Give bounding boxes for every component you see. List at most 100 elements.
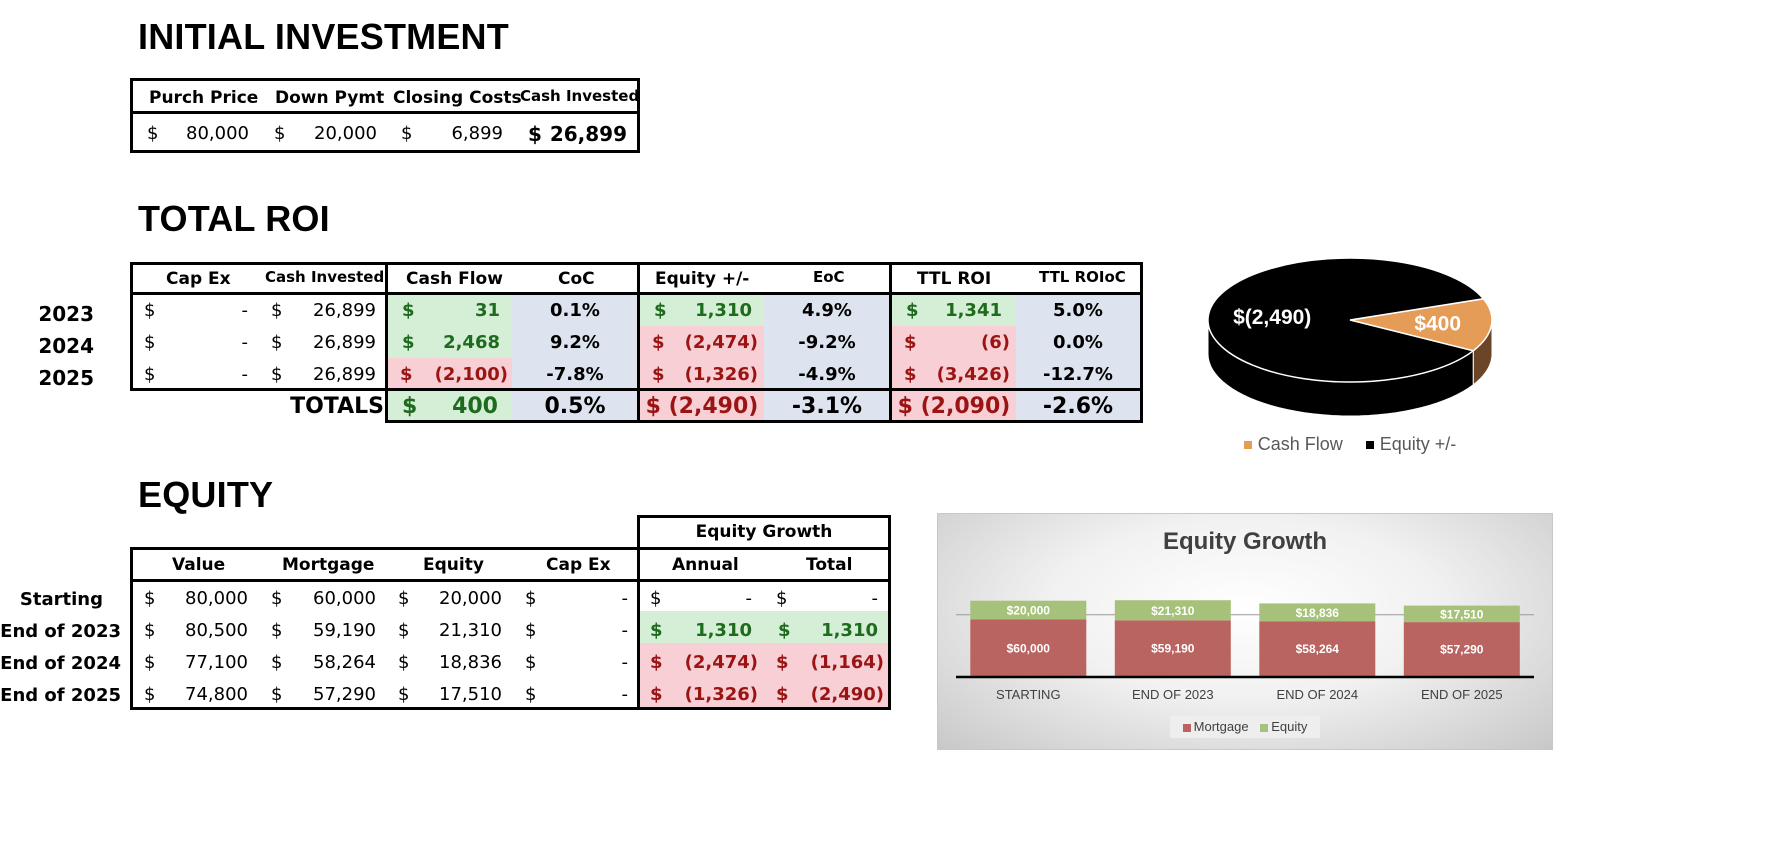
x-tick-label: STARTING bbox=[996, 687, 1061, 702]
bar-data-label: $58,264 bbox=[1296, 642, 1340, 656]
currency: $ bbox=[398, 620, 410, 641]
currency: $ bbox=[144, 620, 156, 641]
bar-legend: Mortgage Equity bbox=[1170, 716, 1320, 738]
equity: 18,836 bbox=[439, 652, 502, 673]
total-roi-heading: TOTAL ROI bbox=[138, 198, 330, 239]
currency: $ bbox=[525, 588, 537, 609]
coc-value: 9.2% bbox=[550, 332, 600, 353]
equity-row-label-2023: End of 2023 bbox=[0, 621, 121, 642]
currency: $ bbox=[525, 684, 537, 705]
currency: $ bbox=[402, 394, 418, 419]
bar-mortgage-3 bbox=[1403, 622, 1520, 676]
totals-eoc: -3.1% bbox=[791, 394, 863, 419]
ttl-roioc-value: -12.7% bbox=[1043, 364, 1113, 385]
legend-label: Equity bbox=[1271, 719, 1308, 734]
roi-header-ttl-roioc: TTL ROIoC bbox=[1039, 268, 1126, 286]
mortgage: 57,290 bbox=[313, 684, 376, 705]
capex-value: - bbox=[241, 364, 249, 385]
annual: 1,310 bbox=[695, 620, 752, 641]
currency: $ bbox=[398, 588, 410, 609]
bar-data-label: $17,510 bbox=[1440, 607, 1484, 621]
roi-row-2025: $ - $ 26,899 $ (2,100) -7.8% $ (1,326) -… bbox=[130, 366, 1140, 386]
header-closing-costs: Closing Costs bbox=[393, 88, 522, 108]
bar-mortgage-1 bbox=[1114, 620, 1231, 676]
bar-equity-3 bbox=[1403, 605, 1520, 623]
ttl-roi-value: (6) bbox=[981, 332, 1010, 353]
roi-header-eoc: EoC bbox=[813, 268, 845, 286]
coc-value: -7.8% bbox=[546, 364, 604, 385]
bar-data-label: $21,310 bbox=[1151, 604, 1195, 618]
capex: - bbox=[621, 652, 629, 673]
value: 74,800 bbox=[185, 684, 248, 705]
legend-swatch bbox=[1182, 723, 1191, 732]
roi-header-coc: CoC bbox=[558, 269, 595, 289]
currency: $ bbox=[778, 620, 791, 641]
ttl-roioc-value: 0.0% bbox=[1053, 332, 1103, 353]
eoc-value: 4.9% bbox=[802, 300, 852, 321]
closing-costs-currency: $ bbox=[401, 123, 413, 144]
cash-invested-value: 26,899 bbox=[549, 122, 627, 146]
roi-header-equity: Equity +/- bbox=[655, 269, 750, 289]
capex-value: - bbox=[241, 300, 249, 321]
equity-value: (1,326) bbox=[684, 364, 758, 385]
purch-price-currency: $ bbox=[147, 123, 159, 144]
chart-title: Equity Growth bbox=[1163, 528, 1327, 555]
pie-chart-svg: $400 $(2,490) bbox=[1207, 257, 1493, 417]
currency: $ bbox=[144, 332, 156, 353]
equity-row-2024: $ 77,100 $ 58,264 $ 18,836 $ - $ (2,474)… bbox=[130, 654, 888, 674]
currency: $ bbox=[271, 588, 283, 609]
annual: (2,474) bbox=[684, 652, 758, 673]
value: 80,000 bbox=[185, 588, 248, 609]
capex: - bbox=[621, 588, 629, 609]
equity-header-annual: Annual bbox=[672, 555, 739, 575]
annual: - bbox=[745, 588, 753, 609]
totals-label: TOTALS bbox=[290, 394, 384, 419]
currency: $ bbox=[650, 588, 662, 609]
mortgage: 60,000 bbox=[313, 588, 376, 609]
legend-item-equity: Equity +/- bbox=[1365, 434, 1456, 454]
currency: $ bbox=[398, 684, 410, 705]
currency: $ bbox=[271, 332, 283, 353]
totals-cash-flow: 400 bbox=[452, 394, 498, 419]
currency: $ bbox=[525, 620, 537, 641]
total: 1,310 bbox=[821, 620, 878, 641]
roi-header-ttl-roi: TTL ROI bbox=[917, 269, 992, 289]
mortgage: 58,264 bbox=[313, 652, 376, 673]
ttl-roi-value: 1,341 bbox=[945, 300, 1002, 321]
total: (1,164) bbox=[810, 652, 884, 673]
coc-value: 0.1% bbox=[550, 300, 600, 321]
currency: $ bbox=[400, 364, 413, 385]
equity-heading: EQUITY bbox=[138, 474, 274, 515]
bar-chart-svg: $60,000 $20,000 STARTING $59,190 $21,310 END … bbox=[956, 600, 1534, 702]
eoc-value: -9.2% bbox=[798, 332, 856, 353]
purch-price-value: 80,000 bbox=[186, 123, 249, 144]
pie-legend: Cash Flow Equity +/- bbox=[1190, 434, 1510, 455]
initial-investment-table: Purch Price Down Pymt Closing Costs Cash… bbox=[130, 78, 640, 153]
equity-row-2023: $ 80,500 $ 59,190 $ 21,310 $ - $ 1,310 $… bbox=[130, 622, 888, 642]
cash-invested-value: 26,899 bbox=[313, 332, 376, 353]
total: (2,490) bbox=[810, 684, 884, 705]
pie-data-label: $400 bbox=[1414, 312, 1461, 335]
ttl-roi-value: (3,426) bbox=[936, 364, 1010, 385]
currency: $ bbox=[776, 588, 788, 609]
equity-header-total: Total bbox=[806, 555, 853, 575]
cash-invested-currency: $ bbox=[528, 122, 542, 146]
x-tick-label: END OF 2025 bbox=[1421, 687, 1503, 702]
equity-growth-chart: Equity Growth $60,000 $20,000 STARTING $59,… bbox=[937, 513, 1553, 750]
currency: $ bbox=[271, 684, 283, 705]
down-pymt-value: 20,000 bbox=[314, 123, 377, 144]
x-tick-label: END OF 2024 bbox=[1276, 687, 1358, 702]
currency: $ bbox=[271, 364, 283, 385]
equity-header-cap-ex: Cap Ex bbox=[546, 555, 611, 575]
roi-totals-row: TOTALS $ 400 0.5% $ (2,490) -3.1% $ (2,0… bbox=[130, 396, 1140, 420]
bar-mortgage-0 bbox=[970, 619, 1087, 676]
currency: $ bbox=[402, 332, 415, 353]
currency: $ bbox=[654, 300, 667, 321]
legend-item-mortgage: Mortgage bbox=[1182, 719, 1249, 734]
bar-equity-0 bbox=[970, 600, 1087, 620]
equity-value: 1,310 bbox=[695, 300, 752, 321]
currency: $ bbox=[904, 364, 917, 385]
cash-flow-value: 31 bbox=[474, 300, 500, 321]
bar-data-label: $18,836 bbox=[1296, 606, 1340, 620]
roi-row-2024: $ - $ 26,899 $ 2,468 9.2% $ (2,474) -9.2… bbox=[130, 334, 1140, 354]
